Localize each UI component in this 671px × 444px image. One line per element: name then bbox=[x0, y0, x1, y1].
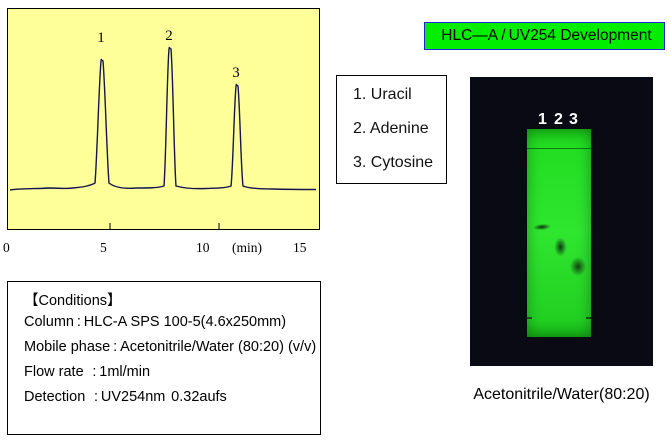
svg-text:2: 2 bbox=[165, 28, 173, 44]
svg-text:1: 1 bbox=[97, 30, 105, 46]
svg-text:3: 3 bbox=[232, 65, 240, 81]
